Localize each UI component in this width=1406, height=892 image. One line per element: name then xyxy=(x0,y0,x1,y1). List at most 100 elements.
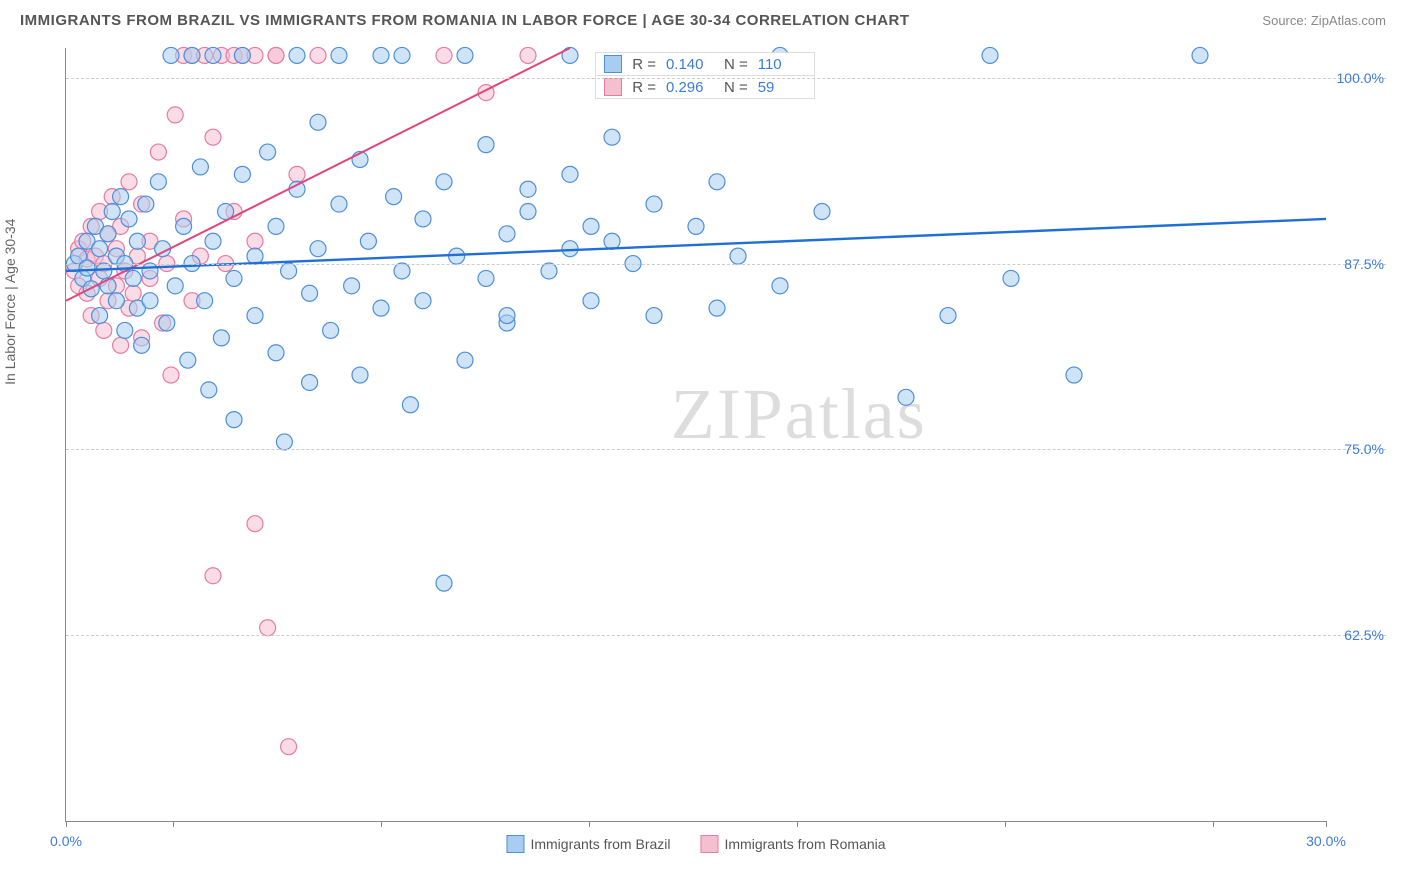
legend-item-brazil: Immigrants from Brazil xyxy=(506,835,670,853)
data-point xyxy=(163,47,179,63)
data-point xyxy=(184,47,200,63)
data-point xyxy=(96,322,112,338)
data-point xyxy=(436,174,452,190)
data-point xyxy=(247,248,263,264)
data-point xyxy=(138,196,154,212)
x-tick-label-max: 30.0% xyxy=(1306,833,1346,849)
data-point xyxy=(96,263,112,279)
data-point xyxy=(79,260,95,276)
x-tick xyxy=(173,821,174,827)
x-tick xyxy=(381,821,382,827)
data-point xyxy=(92,241,108,257)
data-point xyxy=(268,218,284,234)
data-point xyxy=(121,174,137,190)
data-point xyxy=(562,241,578,257)
gridline xyxy=(66,635,1386,636)
n-value-brazil: 110 xyxy=(758,56,806,73)
data-point xyxy=(982,47,998,63)
data-point xyxy=(150,174,166,190)
data-point xyxy=(709,300,725,316)
legend-label-brazil: Immigrants from Brazil xyxy=(530,836,670,852)
data-point xyxy=(205,233,221,249)
data-point xyxy=(159,315,175,331)
x-tick xyxy=(1213,821,1214,827)
data-point xyxy=(499,226,515,242)
data-point xyxy=(113,189,129,205)
data-point xyxy=(205,47,221,63)
data-point xyxy=(234,47,250,63)
data-point xyxy=(125,285,141,301)
data-point xyxy=(331,196,347,212)
n-value-romania: 59 xyxy=(758,79,806,96)
data-point xyxy=(289,166,305,182)
x-tick xyxy=(66,821,67,827)
legend-bottom: Immigrants from Brazil Immigrants from R… xyxy=(506,835,885,853)
data-point xyxy=(688,218,704,234)
r-label: R = xyxy=(632,79,656,96)
data-point xyxy=(167,278,183,294)
chart-container: In Labor Force | Age 30-34 ZIPatlas R = … xyxy=(20,48,1386,872)
data-point xyxy=(142,263,158,279)
data-point xyxy=(150,144,166,160)
x-tick xyxy=(1005,821,1006,827)
data-point xyxy=(276,434,292,450)
data-point xyxy=(129,233,145,249)
x-tick-label-min: 0.0% xyxy=(50,833,82,849)
data-point xyxy=(268,345,284,361)
data-point xyxy=(289,47,305,63)
stats-row-brazil: R = 0.140 N = 110 xyxy=(595,52,815,76)
r-value-romania: 0.296 xyxy=(666,79,714,96)
data-point xyxy=(163,367,179,383)
data-point xyxy=(520,181,536,197)
data-point xyxy=(310,114,326,130)
data-point xyxy=(180,352,196,368)
data-point xyxy=(213,330,229,346)
y-axis-label: In Labor Force | Age 30-34 xyxy=(2,219,18,385)
data-point xyxy=(646,308,662,324)
data-point xyxy=(415,293,431,309)
data-point xyxy=(92,308,108,324)
data-point xyxy=(260,144,276,160)
legend-swatch-brazil xyxy=(506,835,524,853)
data-point xyxy=(310,241,326,257)
data-point xyxy=(541,263,557,279)
y-tick-label: 100.0% xyxy=(1329,70,1384,86)
data-point xyxy=(226,270,242,286)
legend-label-romania: Immigrants from Romania xyxy=(724,836,885,852)
r-value-brazil: 0.140 xyxy=(666,56,714,73)
data-point xyxy=(100,226,116,242)
data-point xyxy=(125,270,141,286)
gridline xyxy=(66,78,1386,79)
data-point xyxy=(604,129,620,145)
legend-item-romania: Immigrants from Romania xyxy=(700,835,885,853)
data-point xyxy=(772,278,788,294)
data-point xyxy=(331,47,347,63)
data-point xyxy=(1003,270,1019,286)
y-tick-label: 75.0% xyxy=(1329,441,1384,457)
data-point xyxy=(302,374,318,390)
data-point xyxy=(268,47,284,63)
data-point xyxy=(436,575,452,591)
chart-header: IMMIGRANTS FROM BRAZIL VS IMMIGRANTS FRO… xyxy=(0,0,1406,37)
data-point xyxy=(201,382,217,398)
data-point xyxy=(281,263,297,279)
data-point xyxy=(436,47,452,63)
data-point xyxy=(583,218,599,234)
data-point xyxy=(1192,47,1208,63)
series-romania xyxy=(66,47,536,754)
series-brazil xyxy=(66,47,1208,591)
data-point xyxy=(134,337,150,353)
data-point xyxy=(604,233,620,249)
data-point xyxy=(247,233,263,249)
x-tick xyxy=(589,821,590,827)
data-point xyxy=(520,204,536,220)
data-point xyxy=(117,322,133,338)
data-point xyxy=(176,218,192,234)
data-point xyxy=(394,263,410,279)
y-tick-label: 62.5% xyxy=(1329,627,1384,643)
source-attribution: Source: ZipAtlas.com xyxy=(1262,13,1386,28)
data-point xyxy=(104,204,120,220)
source-link[interactable]: ZipAtlas.com xyxy=(1311,13,1386,28)
data-point xyxy=(197,293,213,309)
data-point xyxy=(373,47,389,63)
